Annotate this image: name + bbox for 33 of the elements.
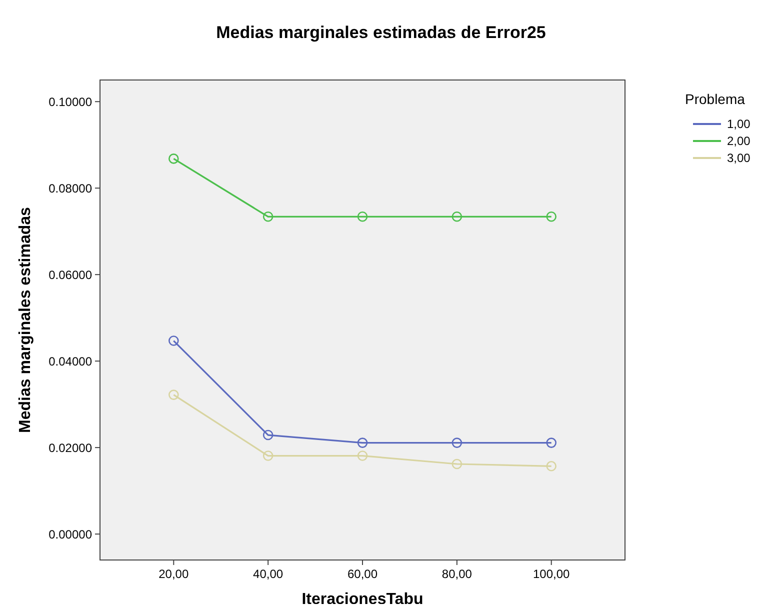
point xyxy=(357,212,368,222)
legend-title: Problema xyxy=(685,91,746,107)
y-tick-label: 0.08000 xyxy=(48,181,92,196)
x-tick-label: 20,00 xyxy=(158,567,189,581)
x-tick-label: 60,00 xyxy=(347,567,378,581)
point xyxy=(452,212,462,222)
chart-title: Medias marginales estimadas de Error25 xyxy=(216,23,546,42)
point xyxy=(452,458,462,470)
point xyxy=(168,154,179,164)
point xyxy=(546,438,556,448)
y-tick-label: 0.04000 xyxy=(48,354,92,368)
point xyxy=(452,438,462,448)
x-tick-label: 80,00 xyxy=(442,567,472,581)
y-tick-label: 0.02000 xyxy=(48,440,92,455)
point xyxy=(546,461,556,472)
point xyxy=(262,212,274,222)
y-tick-label: 0.06000 xyxy=(48,268,92,282)
x-tick-label: 100,00 xyxy=(532,567,570,581)
point xyxy=(357,450,368,461)
y-tick-label: 0.10000 xyxy=(48,94,92,109)
y-axis-title: Medias marginales estimadas xyxy=(17,206,34,433)
point xyxy=(262,450,274,461)
x-axis-title: IteracionesTabu xyxy=(302,591,424,608)
point xyxy=(262,430,274,440)
legend-label: 2,00 xyxy=(727,134,751,148)
point xyxy=(168,390,179,400)
x-tick-label: 40,00 xyxy=(253,567,284,581)
point xyxy=(357,438,368,448)
point xyxy=(168,336,179,346)
legend-label: 1,00 xyxy=(727,117,751,132)
legend-label: 3,00 xyxy=(727,151,751,166)
point xyxy=(546,212,556,222)
y-tick-label: 0.00000 xyxy=(48,527,92,542)
